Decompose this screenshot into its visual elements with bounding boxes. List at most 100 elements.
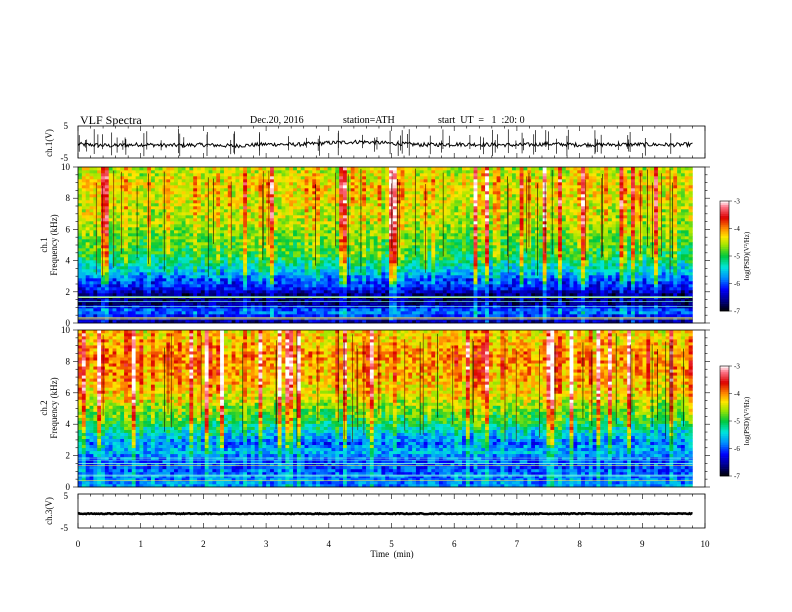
spectrogram-cell: [262, 263, 267, 267]
spectrogram-cell: [508, 242, 513, 246]
spectrogram-cell: [104, 251, 110, 255]
spectrogram-cell: [323, 287, 328, 291]
spectrogram-cell: [550, 266, 555, 270]
spectrogram-cell: [293, 251, 298, 255]
spectrogram-cell: [331, 257, 336, 261]
spectrogram-cell: [85, 314, 90, 318]
spectrogram-cell: [607, 251, 613, 255]
spectrogram-cell: [669, 311, 674, 315]
spectrogram-cell: [250, 233, 255, 237]
spectrogram-cell: [389, 320, 394, 324]
spectrogram-cell: [101, 236, 106, 240]
spectrogram-cell: [285, 254, 290, 258]
spectrogram-cell: [554, 314, 559, 318]
spectrogram-cell: [289, 287, 294, 291]
spectrogram-cell: [404, 299, 409, 303]
spectrogram-cell: [362, 266, 367, 270]
spectrogram-cell: [619, 263, 624, 267]
spectrogram-cell: [488, 254, 494, 258]
spectrogram-cell: [139, 290, 144, 294]
spectrogram-cell: [104, 233, 110, 237]
spectrogram-cell: [258, 317, 263, 321]
spectrogram-cell: [335, 314, 340, 318]
spectrogram-cell: [511, 257, 517, 261]
spectrogram-cell: [185, 263, 190, 267]
spectrogram-cell: [469, 311, 474, 315]
spectrogram-cell: [97, 314, 102, 318]
spectrogram-cell: [131, 248, 136, 252]
spectrogram-cell: [266, 275, 271, 279]
spectrogram-cell: [680, 278, 686, 282]
spectrogram-cell: [465, 317, 471, 321]
spectrogram-cell: [377, 266, 382, 270]
spectrogram-cell: [607, 233, 613, 237]
spectrogram-cell: [400, 302, 405, 306]
spectrogram-cell: [458, 263, 463, 267]
spectrogram-cell: [496, 293, 501, 297]
spectrogram-cell: [511, 266, 517, 270]
spectrogram-cell: [646, 281, 651, 285]
spectrogram-cell: [412, 254, 417, 258]
spectrogram-cell: [604, 314, 609, 318]
spectrogram-cell: [220, 260, 225, 264]
spectrogram-cell: [446, 278, 451, 282]
spectrogram-cell: [412, 284, 417, 288]
spectrogram-cell: [120, 302, 125, 306]
spectrogram-cell: [116, 317, 121, 321]
spectrogram-cell: [500, 275, 505, 279]
spectrogram-cell: [535, 242, 540, 246]
spectrogram-cell: [450, 308, 455, 312]
spectrogram-cell: [550, 254, 555, 258]
spectrogram-cell: [631, 314, 636, 318]
spectrogram-cell: [492, 242, 497, 246]
spectrogram-cell: [581, 308, 586, 312]
spectrogram-cell: [677, 269, 682, 273]
spectrogram-cell: [331, 272, 336, 276]
spectrogram-cell: [673, 242, 678, 246]
spectrogram-cell: [193, 314, 198, 318]
spectrogram-cell: [607, 242, 613, 246]
spectrogram-cell: [415, 311, 421, 315]
spectrogram-cell: [231, 254, 236, 258]
spectrogram-cell: [112, 308, 117, 312]
spectrogram-cell: [515, 320, 520, 324]
spectrogram-cell: [312, 260, 317, 264]
spectrogram-cell: [266, 263, 271, 267]
spectrogram-cell: [569, 266, 574, 270]
spectrogram-cell: [177, 266, 182, 270]
spectrogram-cell: [439, 263, 444, 267]
spectrogram-cell: [81, 308, 86, 312]
spectrogram-cell: [680, 245, 686, 249]
spectrogram-cell: [615, 266, 620, 270]
spectrogram-cell: [277, 311, 282, 315]
spectrogram-cell: [342, 311, 348, 315]
spectrogram-cell: [304, 248, 309, 252]
spectrogram-cell: [511, 233, 517, 237]
spectrogram-cell: [538, 299, 543, 303]
spectrogram-cell: [223, 308, 229, 312]
spectrogram-cell: [661, 272, 666, 276]
spectrogram-cell: [446, 314, 451, 318]
spectrogram-cell: [166, 260, 171, 264]
spectrogram-cell: [147, 293, 152, 297]
spectrogram-cell: [684, 293, 689, 297]
spectrogram-cell: [127, 311, 133, 315]
spectrogram-cell: [346, 317, 351, 321]
spectrogram-cell: [389, 260, 394, 264]
spectrogram-cell: [450, 302, 455, 306]
spectrogram-cell: [108, 266, 113, 270]
spectrogram-cell: [116, 266, 121, 270]
spectrogram-cell: [193, 284, 198, 288]
spectrogram-cell: [680, 248, 686, 252]
spectrogram-cell: [565, 299, 570, 303]
spectrogram-cell: [250, 236, 255, 240]
spectrogram-cell: [346, 314, 351, 318]
spectrogram-cell: [404, 236, 409, 240]
spectrogram-cell: [465, 275, 471, 279]
spectrogram-cell: [246, 263, 252, 267]
spectrogram-cell: [101, 233, 106, 237]
ch1-waveform-panel: 5 -5 ch.1(V): [44, 121, 706, 163]
spectrogram-cell: [435, 269, 440, 273]
spectrogram-cell: [135, 239, 140, 243]
spectrogram-cell: [78, 275, 83, 279]
